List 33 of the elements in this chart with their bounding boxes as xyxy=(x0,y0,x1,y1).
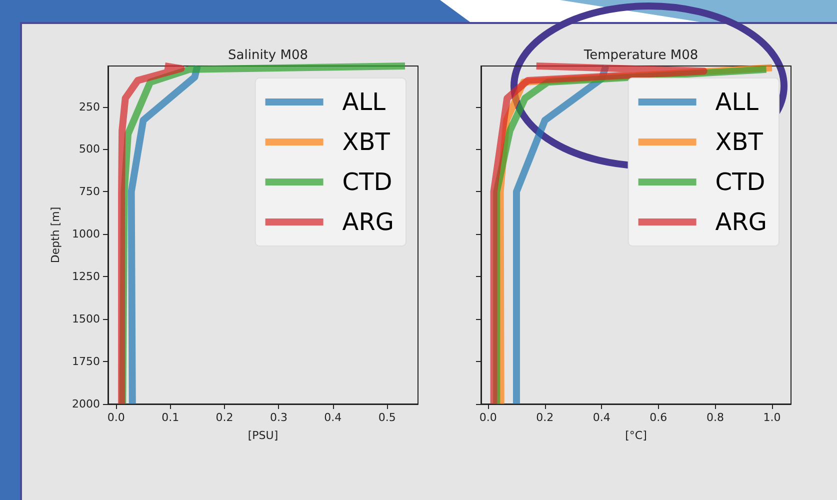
legend-label: CTD xyxy=(342,168,392,196)
x-tick-label: 0.6 xyxy=(650,411,668,424)
y-tick-label: 2000 xyxy=(72,398,100,410)
y-tick-label: 750 xyxy=(79,185,100,198)
x-axis-title: [PSU] xyxy=(248,429,278,442)
legend-label: XBT xyxy=(715,128,764,156)
legend-label: CTD xyxy=(715,168,766,196)
x-tick-label: 0.2 xyxy=(536,411,554,424)
x-tick-label: 1.0 xyxy=(763,411,781,424)
y-tick-label: 250 xyxy=(79,100,100,114)
x-tick-label: 0.8 xyxy=(706,411,724,424)
y-tick-label: 1250 xyxy=(72,270,100,284)
x-tick-label: 0.0 xyxy=(107,411,125,424)
x-tick-label: 0.1 xyxy=(162,411,180,424)
legend-label: ALL xyxy=(342,88,386,116)
x-tick-label: 0.5 xyxy=(378,411,396,424)
y-axis-title: Depth [m] xyxy=(49,206,62,264)
legend-label: ARG xyxy=(715,208,768,236)
x-tick-label: 0.0 xyxy=(479,411,497,424)
x-tick-label: 0.4 xyxy=(592,411,610,424)
x-tick-label: 0.3 xyxy=(270,411,288,424)
x-tick-label: 0.4 xyxy=(324,411,342,424)
legend-label: ALL xyxy=(715,88,760,116)
y-tick-label: 1500 xyxy=(72,312,100,326)
y-tick-label: 500 xyxy=(79,142,100,156)
legend-label: ARG xyxy=(342,208,394,236)
y-tick-label: 1000 xyxy=(72,228,100,241)
chart-title: Temperature M08 xyxy=(582,48,698,63)
x-axis-title: [°C] xyxy=(625,429,647,442)
y-tick-label: 1750 xyxy=(72,355,100,368)
x-tick-label: 0.2 xyxy=(216,411,234,424)
legend-label: XBT xyxy=(342,128,390,156)
chart-title: Salinity M08 xyxy=(228,48,308,63)
